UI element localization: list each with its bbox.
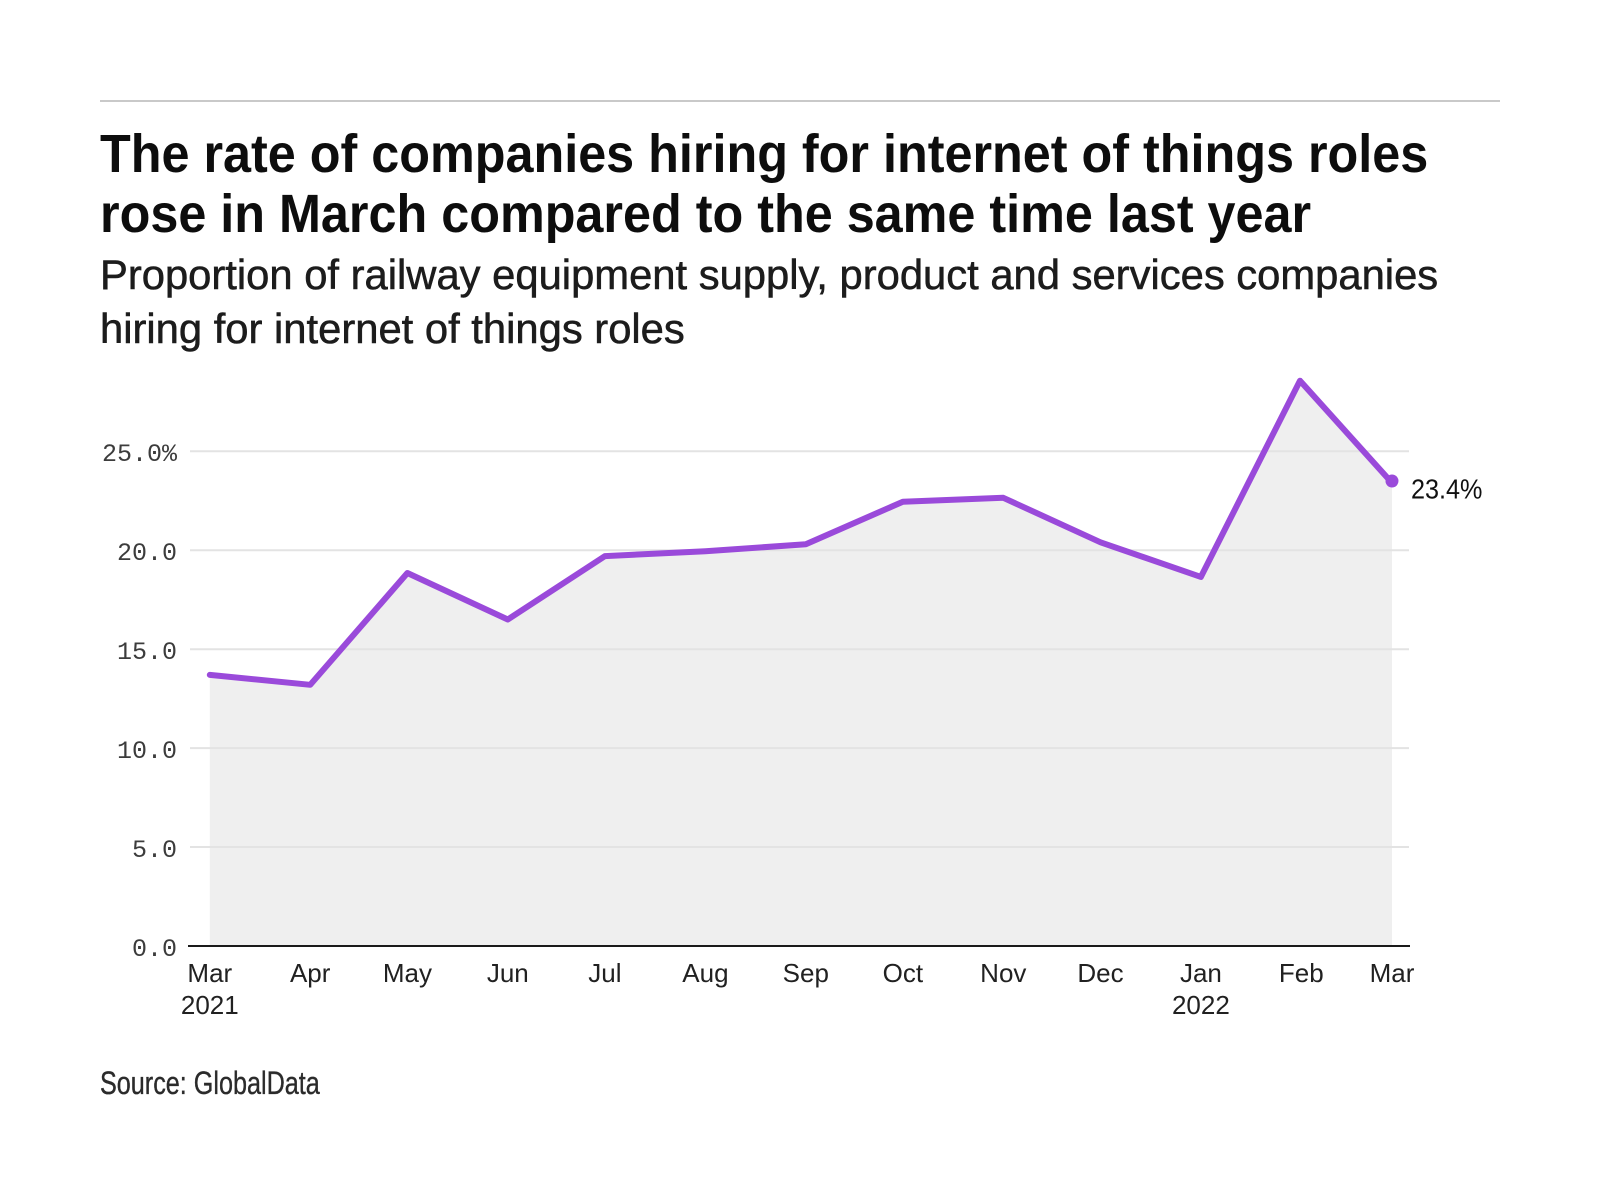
svg-text:0.0: 0.0	[132, 935, 177, 964]
svg-text:5.0: 5.0	[132, 836, 177, 865]
svg-text:2022: 2022	[1172, 990, 1230, 1020]
svg-text:25.0%: 25.0%	[102, 440, 178, 469]
svg-text:Sep: Sep	[783, 958, 829, 988]
svg-text:May: May	[383, 958, 432, 988]
svg-text:Mar: Mar	[187, 958, 232, 988]
svg-text:10.0: 10.0	[117, 737, 177, 766]
svg-text:Jan: Jan	[1180, 958, 1222, 988]
svg-text:Mar: Mar	[1370, 958, 1415, 988]
svg-text:Oct: Oct	[883, 958, 924, 988]
svg-text:23.4%: 23.4%	[1411, 473, 1482, 505]
svg-text:Jun: Jun	[487, 958, 529, 988]
svg-text:Feb: Feb	[1279, 958, 1324, 988]
svg-text:Jul: Jul	[588, 958, 621, 988]
svg-text:Dec: Dec	[1077, 958, 1123, 988]
svg-text:15.0: 15.0	[117, 638, 177, 667]
svg-text:20.0: 20.0	[117, 539, 177, 568]
svg-text:2021: 2021	[181, 990, 239, 1020]
svg-text:Apr: Apr	[290, 958, 331, 988]
svg-text:Nov: Nov	[980, 958, 1026, 988]
svg-text:Aug: Aug	[682, 958, 728, 988]
